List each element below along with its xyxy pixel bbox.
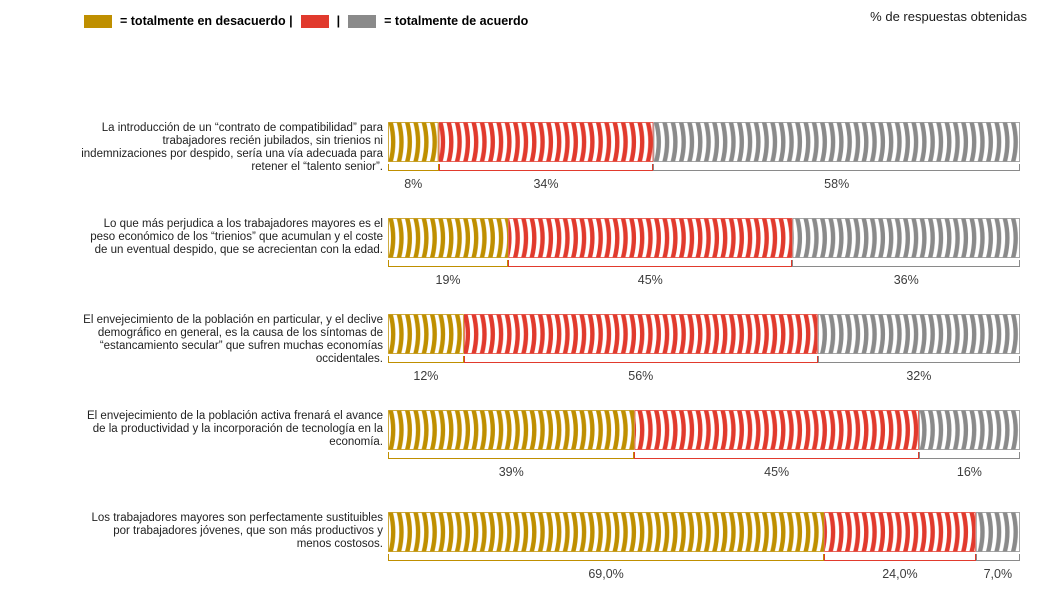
bar-segment-disagree xyxy=(388,512,824,552)
stacked-bar: 12% 56% 32% xyxy=(388,314,1020,383)
legend-swatch-agree xyxy=(348,14,377,28)
statement-text: El envejecimiento de la población activa… xyxy=(87,410,383,448)
segment-brackets xyxy=(388,452,1020,459)
chart-rows: La introducción de un “contrato de compa… xyxy=(0,122,1041,605)
legend-swatch-disagree xyxy=(84,14,112,28)
legend: = totalmente en desacuerdo | | = totalme… xyxy=(84,14,528,28)
statement-text: Lo que más perjudica a los trabajadores … xyxy=(90,218,383,256)
axis-note: % de respuestas obtenidas xyxy=(870,9,1027,24)
value-label-agree: 16% xyxy=(956,465,982,479)
chart-row: Lo que más perjudica a los trabajadores … xyxy=(0,218,1041,291)
segment-brackets xyxy=(388,554,1020,561)
value-label-agree: 32% xyxy=(906,369,932,383)
chart-row: La introducción de un “contrato de compa… xyxy=(0,122,1041,195)
bar-segment-middle xyxy=(463,314,818,354)
legend-label-disagree: = totalmente en desacuerdo | xyxy=(120,14,293,28)
legend-swatch-middle xyxy=(300,14,329,28)
stacked-bar: 19% 45% 36% xyxy=(388,218,1020,287)
value-label-agree: 7,0% xyxy=(983,567,1013,581)
segment-bracket-middle xyxy=(438,164,654,171)
value-labels: 12% 56% 32% xyxy=(388,369,1020,383)
segment-bracket-middle xyxy=(508,260,793,267)
bar-segment-middle xyxy=(508,218,793,258)
bar-segment-disagree xyxy=(388,218,508,258)
value-label-agree: 36% xyxy=(893,273,919,287)
segment-bracket-disagree xyxy=(388,164,439,171)
value-labels: 19% 45% 36% xyxy=(388,273,1020,287)
bar-segment-agree xyxy=(919,410,1020,450)
bar-segment-disagree xyxy=(388,122,439,162)
statement-text: La introducción de un “contrato de compa… xyxy=(81,122,383,173)
value-label-middle: 45% xyxy=(637,273,663,287)
segment-brackets xyxy=(388,164,1020,171)
bar-segment-middle xyxy=(438,122,654,162)
value-label-middle: 56% xyxy=(628,369,654,383)
value-label-disagree: 19% xyxy=(435,273,461,287)
value-label-middle: 45% xyxy=(764,465,790,479)
segment-bracket-middle xyxy=(824,554,976,561)
value-label-middle: 34% xyxy=(533,177,559,191)
value-label-disagree: 8% xyxy=(404,177,423,191)
segment-bracket-agree xyxy=(817,356,1020,363)
value-label-middle: 24,0% xyxy=(882,567,918,581)
bar-segment-middle xyxy=(824,512,976,552)
value-label-agree: 58% xyxy=(824,177,850,191)
value-labels: 39% 45% 16% xyxy=(388,465,1020,479)
segment-brackets xyxy=(388,356,1020,363)
bar-segment-middle xyxy=(634,410,919,450)
statement-text: Los trabajadores mayores son perfectamen… xyxy=(91,512,384,550)
value-label-disagree: 39% xyxy=(498,465,524,479)
segment-bracket-agree xyxy=(918,452,1020,459)
segment-bracket-disagree xyxy=(388,554,825,561)
segment-brackets xyxy=(388,260,1020,267)
bar-segment-agree xyxy=(653,122,1020,162)
statement-text: El envejecimiento de la población en par… xyxy=(83,314,383,365)
value-label-disagree: 12% xyxy=(413,369,439,383)
bar-segment-agree xyxy=(975,512,1020,552)
bar-segment-agree xyxy=(817,314,1020,354)
chart-row: El envejecimiento de la población activa… xyxy=(0,410,1041,483)
bar-segment-disagree xyxy=(388,410,635,450)
segment-bracket-agree xyxy=(792,260,1020,267)
chart-row: El envejecimiento de la población en par… xyxy=(0,314,1041,387)
value-labels: 69,0% 24,0% 7,0% xyxy=(388,567,1020,581)
segment-bracket-middle xyxy=(463,356,818,363)
bar-segment-disagree xyxy=(388,314,464,354)
chart-row: Los trabajadores mayores son perfectamen… xyxy=(0,512,1041,585)
legend-separator: | xyxy=(336,14,341,28)
legend-label-agree: = totalmente de acuerdo xyxy=(384,14,529,28)
stacked-bar: 69,0% 24,0% 7,0% xyxy=(388,512,1020,581)
stacked-bar: 39% 45% 16% xyxy=(388,410,1020,479)
segment-bracket-disagree xyxy=(388,356,464,363)
segment-bracket-disagree xyxy=(388,260,509,267)
segment-bracket-middle xyxy=(634,452,919,459)
value-labels: 8% 34% 58% xyxy=(388,177,1020,191)
segment-bracket-agree xyxy=(975,554,1020,561)
segment-bracket-disagree xyxy=(388,452,635,459)
stacked-bar: 8% 34% 58% xyxy=(388,122,1020,191)
value-label-disagree: 69,0% xyxy=(588,567,624,581)
bar-segment-agree xyxy=(792,218,1020,258)
segment-bracket-agree xyxy=(653,164,1020,171)
